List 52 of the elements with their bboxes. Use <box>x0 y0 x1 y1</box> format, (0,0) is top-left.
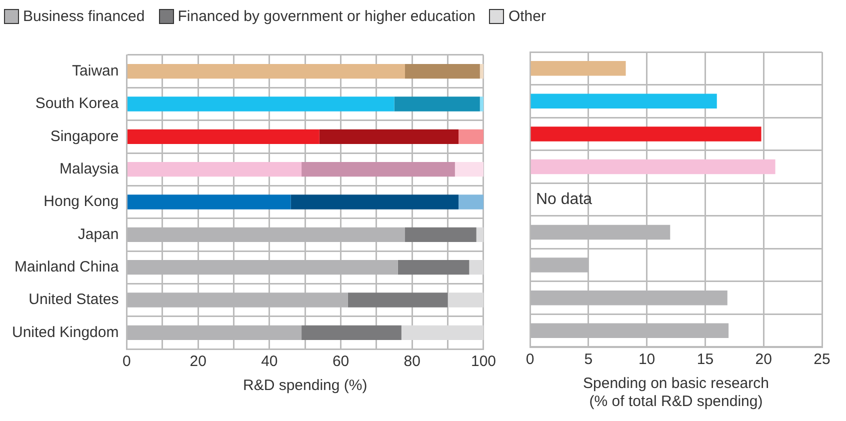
bar <box>401 325 484 340</box>
legend-label: Business financed <box>23 8 145 25</box>
y-tick-label: Mainland China <box>14 258 120 276</box>
bar <box>394 96 480 112</box>
bar <box>127 162 302 177</box>
bar <box>302 325 402 340</box>
x-tick-label: 15 <box>696 351 714 368</box>
bar <box>530 94 717 109</box>
y-tick-label: Japan <box>78 226 119 243</box>
bar <box>530 159 776 174</box>
x-tick-label: 5 <box>584 351 593 368</box>
y-tick-label: United States <box>28 291 119 308</box>
bar <box>127 194 291 210</box>
y-tick-label: South Korea <box>35 95 120 112</box>
bar <box>454 162 484 177</box>
y-tick-label: Hong Kong <box>44 193 119 210</box>
x-tick-label: 40 <box>261 353 278 370</box>
x-tick-label: 25 <box>814 351 830 368</box>
x-axis-title: Spending on basic research (% of total R&D spending) <box>583 375 769 410</box>
bar <box>319 129 459 144</box>
bar <box>290 194 459 210</box>
bar <box>458 194 484 210</box>
bar <box>405 64 480 79</box>
x-tick-label: 60 <box>332 353 350 370</box>
bar <box>348 292 448 308</box>
x-axis-title: R&D spending (%) <box>243 377 368 394</box>
bar <box>530 61 626 76</box>
bar <box>398 260 470 275</box>
bar <box>127 129 320 144</box>
legend-label: Other <box>508 8 546 25</box>
x-tick-label: 0 <box>122 353 131 370</box>
bar <box>302 162 455 177</box>
bar <box>405 227 476 242</box>
bar <box>127 96 394 112</box>
x-tick-label: 10 <box>638 351 656 368</box>
bar <box>469 260 484 275</box>
bar <box>458 129 484 144</box>
y-tick-label: Taiwan <box>72 62 119 80</box>
x-tick-label: 0 <box>526 351 534 368</box>
annotation: No data <box>536 190 592 208</box>
y-tick-label: Malaysia <box>60 160 120 178</box>
x-tick-label: 100 <box>470 353 496 370</box>
legend-label: Financed by government or higher education <box>178 8 476 25</box>
bar <box>127 64 405 79</box>
bar <box>448 292 484 308</box>
y-tick-label: Singapore <box>50 128 119 145</box>
x-tick-label: 20 <box>755 351 772 368</box>
bar <box>530 126 762 142</box>
y-tick-label: United Kingdom <box>12 324 119 341</box>
x-tick-label: 80 <box>404 353 420 370</box>
x-tick-label: 20 <box>190 353 206 370</box>
bar <box>476 227 484 242</box>
